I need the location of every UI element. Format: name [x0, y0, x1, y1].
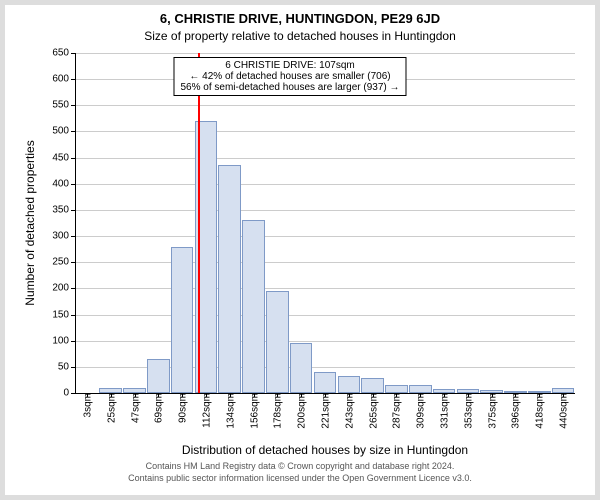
xtick-label: 396sqm — [509, 393, 522, 429]
ytick-label: 350 — [52, 204, 75, 215]
ytick-label: 450 — [52, 152, 75, 163]
ytick-label: 100 — [52, 335, 75, 346]
ytick-label: 50 — [58, 361, 75, 372]
y-axis — [75, 53, 76, 393]
gridline — [75, 158, 575, 159]
gridline — [75, 262, 575, 263]
xtick-label: 112sqm — [199, 393, 212, 428]
chart-area: 050100150200250300350400450500550600650 … — [75, 53, 575, 393]
ytick-label: 200 — [52, 283, 75, 294]
histogram-bar — [314, 372, 337, 393]
xtick-label: 243sqm — [342, 393, 355, 429]
xtick-label: 156sqm — [247, 393, 260, 429]
ytick-label: 400 — [52, 178, 75, 189]
xtick-label: 221sqm — [319, 393, 332, 429]
gridline — [75, 184, 575, 185]
xtick-label: 265sqm — [366, 393, 379, 429]
xtick-label: 134sqm — [223, 393, 236, 429]
marker-line — [198, 53, 200, 393]
xtick-label: 3sqm — [80, 393, 93, 417]
histogram-bar — [147, 359, 170, 393]
ytick-label: 150 — [52, 309, 75, 320]
histogram-bar — [409, 385, 432, 393]
figure: 6, CHRISTIE DRIVE, HUNTINGDON, PE29 6JD … — [5, 5, 595, 495]
xtick-label: 331sqm — [438, 393, 451, 429]
xtick-label: 69sqm — [152, 393, 165, 423]
gridline — [75, 341, 575, 342]
gridline — [75, 105, 575, 106]
footer-line-2: Contains public sector information licen… — [5, 473, 595, 483]
footer-line-1: Contains HM Land Registry data © Crown c… — [5, 461, 595, 471]
xtick-label: 375sqm — [485, 393, 498, 429]
ytick-label: 300 — [52, 231, 75, 242]
subtitle: Size of property relative to detached ho… — [5, 29, 595, 43]
xtick-label: 200sqm — [295, 393, 308, 429]
histogram-bar — [242, 220, 265, 393]
histogram-bar — [385, 385, 408, 393]
ytick-label: 600 — [52, 74, 75, 85]
ytick-label: 0 — [63, 388, 75, 399]
xtick-label: 440sqm — [557, 393, 570, 429]
xtick-label: 47sqm — [128, 393, 141, 423]
histogram-bar — [290, 343, 313, 393]
histogram-bar — [361, 378, 384, 393]
y-axis-label: Number of detached properties — [23, 140, 37, 305]
gridline — [75, 53, 575, 54]
gridline — [75, 288, 575, 289]
xtick-label: 418sqm — [533, 393, 546, 429]
histogram-bar — [338, 376, 361, 393]
xtick-label: 178sqm — [271, 393, 284, 429]
xtick-label: 25sqm — [104, 393, 117, 423]
histogram-bar — [218, 165, 241, 393]
xtick-label: 287sqm — [390, 393, 403, 429]
ytick-label: 650 — [52, 48, 75, 59]
gridline — [75, 236, 575, 237]
x-axis-label: Distribution of detached houses by size … — [182, 443, 468, 457]
gridline — [75, 131, 575, 132]
annotation-line: 6 CHRISTIE DRIVE: 107sqm — [180, 60, 399, 71]
histogram-bar — [171, 247, 194, 393]
ytick-label: 250 — [52, 257, 75, 268]
xtick-label: 90sqm — [176, 393, 189, 423]
annotation-box: 6 CHRISTIE DRIVE: 107sqm← 42% of detache… — [173, 57, 406, 96]
xtick-label: 353sqm — [461, 393, 474, 429]
annotation-line: ← 42% of detached houses are smaller (70… — [180, 71, 399, 82]
supertitle: 6, CHRISTIE DRIVE, HUNTINGDON, PE29 6JD — [5, 11, 595, 26]
ytick-label: 550 — [52, 100, 75, 111]
ytick-label: 500 — [52, 126, 75, 137]
gridline — [75, 210, 575, 211]
xtick-label: 309sqm — [414, 393, 427, 429]
annotation-line: 56% of semi-detached houses are larger (… — [180, 82, 399, 93]
histogram-bar — [266, 291, 289, 393]
gridline — [75, 315, 575, 316]
